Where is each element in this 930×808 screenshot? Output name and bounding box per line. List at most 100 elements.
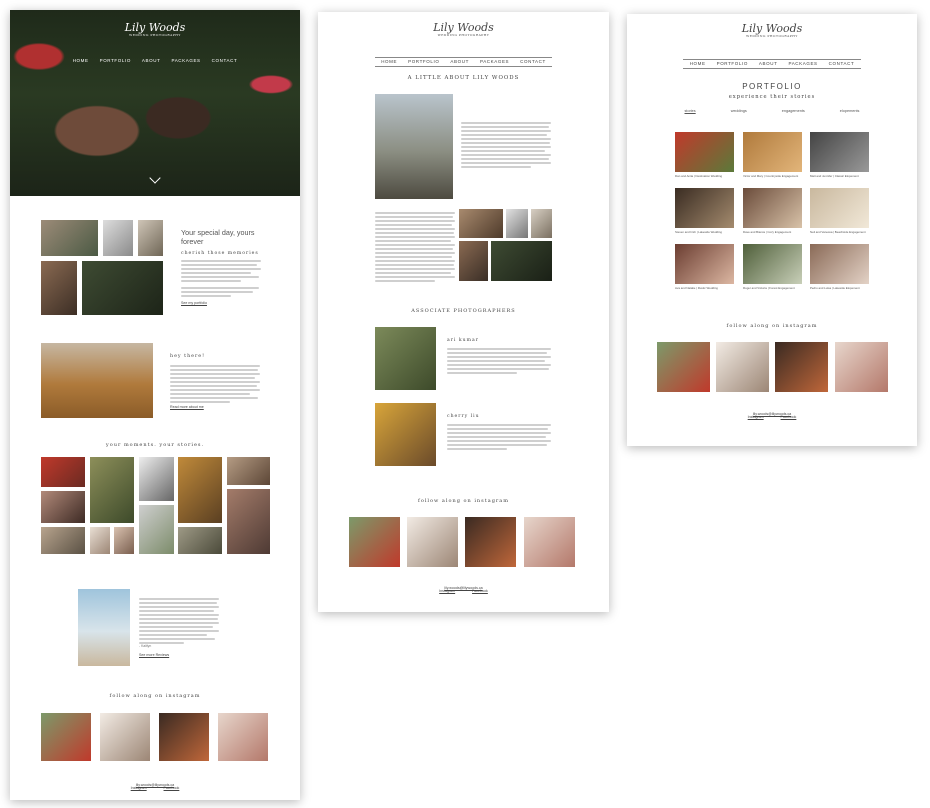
portfolio-footer-facebook-link[interactable]: Facebook [780,415,797,419]
about-footer-facebook-link[interactable]: Facebook [472,589,488,593]
portfolio-card-caption: Matt and Jennifer | Classic Elopement [810,174,859,178]
portfolio-nav-rule-bottom [683,68,861,69]
home-footer-email[interactable]: lily.woods@lilywoods.ca [135,783,175,787]
portfolio-card[interactable]: Dan and Anita | Destination Wedding [675,132,734,178]
about-instagram-photo-3[interactable] [465,517,516,567]
portfolio-subtitle: experience their stories [728,94,816,100]
home-footer-facebook-link[interactable]: Facebook [163,786,180,790]
nav-portfolio[interactable]: PORTFOLIO [716,61,748,66]
about-footer-links: Instagram Facebook [318,579,609,597]
portfolio-card[interactable]: Steven and Irish | Lakeside Wedding [675,188,734,234]
home-page: Lily Woods Wedding Photography HOME PORT… [10,10,300,800]
filter-engagements[interactable]: engagements [781,109,805,113]
portfolio-card[interactable]: Neil and Vanessa | Beachside Engagement [810,188,869,234]
filter-stories[interactable]: stories [684,109,696,113]
moments-photo-11 [114,527,134,554]
portfolio-card-caption: Neil and Vanessa | Beachside Engagement [810,230,866,234]
hey-paragraph [170,365,260,405]
testimonial-reviews-link[interactable]: See more Reviews [139,653,170,657]
portfolio-card[interactable]: Ava and Natalie | Rustic Wedding [675,244,734,290]
portfolio-instagram-photo-3[interactable] [775,342,828,392]
home-instagram-photo-1[interactable] [41,713,91,761]
portfolio-instagram-photo-2[interactable] [716,342,769,392]
nav-contact[interactable]: CONTACT [828,61,855,66]
home-instagram-photo-3[interactable] [159,713,209,761]
moments-title: your moments. your stories. [105,442,205,448]
associate-2-photo [375,403,436,466]
portfolio-card-photo [743,244,802,284]
portfolio-instagram-photo-4[interactable] [835,342,888,392]
portfolio-card-photo [675,188,734,228]
home-footer-links: Instagram Facebook [10,776,300,794]
nav-contact[interactable]: CONTACT [211,58,238,63]
about-instagram-photo-4[interactable] [524,517,575,567]
nav-about[interactable]: ABOUT [758,61,778,66]
hero-image [10,10,300,196]
about-instagram-photo-2[interactable] [407,517,458,567]
about-footer-email[interactable]: lily.woods@lilywoods.ca [444,586,483,590]
portfolio-card[interactable]: Dave and Bianca | Cozy Engagement [743,188,802,234]
nav-home[interactable]: HOME [72,58,89,63]
associate-1-name: ari kumar [447,338,479,343]
moments-photo-3 [139,457,174,501]
nav-portfolio[interactable]: PORTFOLIO [99,58,131,63]
nav-packages[interactable]: PACKAGES [788,61,818,66]
moments-photo-8 [227,489,270,554]
nav-packages[interactable]: PACKAGES [171,58,201,63]
home-instagram-photo-4[interactable] [218,713,268,761]
nav-packages[interactable]: PACKAGES [479,59,510,64]
portfolio-card-photo [675,244,734,284]
about-logo[interactable]: Lily Woods Wedding Photography [418,22,509,37]
intro-photo-4 [41,261,77,315]
about-instagram-title: follow along on instagram [417,498,510,504]
portfolio-card[interactable]: Victor and Mary | Countryside Engagement [743,132,802,178]
moments-photo-7 [139,505,174,554]
filter-weddings[interactable]: weddings [730,109,747,113]
nav-contact[interactable]: CONTACT [520,59,546,64]
nav-portfolio[interactable]: PORTFOLIO [408,59,440,64]
home-footer-instagram-link[interactable]: Instagram [130,786,147,790]
nav-home[interactable]: HOME [689,61,706,66]
about-gallery-4 [459,241,488,281]
portfolio-card-photo [743,188,802,228]
portfolio-footer-email[interactable]: lily.woods@lilywoods.ca [752,412,792,416]
portfolio-instagram-photo-1[interactable] [657,342,710,392]
hey-photo [41,343,153,418]
about-gallery-2 [506,209,528,238]
hey-about-link[interactable]: Read more about me [170,405,204,409]
portfolio-footer-instagram-link[interactable]: Instagram [747,415,764,419]
about-gallery-3 [531,209,552,238]
nav-about[interactable]: ABOUT [141,58,161,63]
portfolio-card[interactable]: Roger and Victoria | Forest Engagement [743,244,802,290]
moments-photo-12 [178,527,222,554]
logo-script: Lily Woods [433,21,494,34]
home-logo[interactable]: Lily Woods Wedding Photography [110,22,200,37]
portfolio-card-photo [810,132,869,172]
logo-script: Lily Woods [124,21,186,34]
nav-home[interactable]: HOME [381,59,398,64]
about-nav: HOME PORTFOLIO ABOUT PACKAGES CONTACT [338,59,589,64]
home-instagram-title: follow along on instagram [109,693,201,699]
about-portrait [375,94,453,199]
portfolio-card[interactable]: Pedro and Luisa | Lakeside Elopement [810,244,869,290]
portfolio-card-photo [743,132,802,172]
home-instagram-photo-2[interactable] [100,713,150,761]
portfolio-card[interactable]: Matt and Jennifer | Classic Elopement [810,132,869,178]
hey-title: hey there! [170,354,206,359]
associate-1-photo [375,327,436,390]
intro-photo-5 [82,261,163,315]
nav-about[interactable]: ABOUT [450,59,469,64]
portfolio-page: Lily Woods Wedding Photography HOME PORT… [627,14,917,446]
moments-photo-9 [41,527,85,554]
about-footer-instagram-link[interactable]: Instagram [439,589,456,593]
intro-portfolio-link[interactable]: See my portfolio [181,301,207,305]
portfolio-title: PORTFOLIO [742,82,802,91]
portfolio-logo[interactable]: Lily Woods Wedding Photography [727,23,817,38]
intro-photo-2 [103,220,133,256]
portfolio-card-caption: Pedro and Luisa | Lakeside Elopement [810,286,860,290]
logo-subtitle: Wedding Photography [129,33,181,37]
portfolio-card-photo [810,188,869,228]
about-instagram-photo-1[interactable] [349,517,400,567]
filter-elopements[interactable]: elopements [839,109,860,113]
